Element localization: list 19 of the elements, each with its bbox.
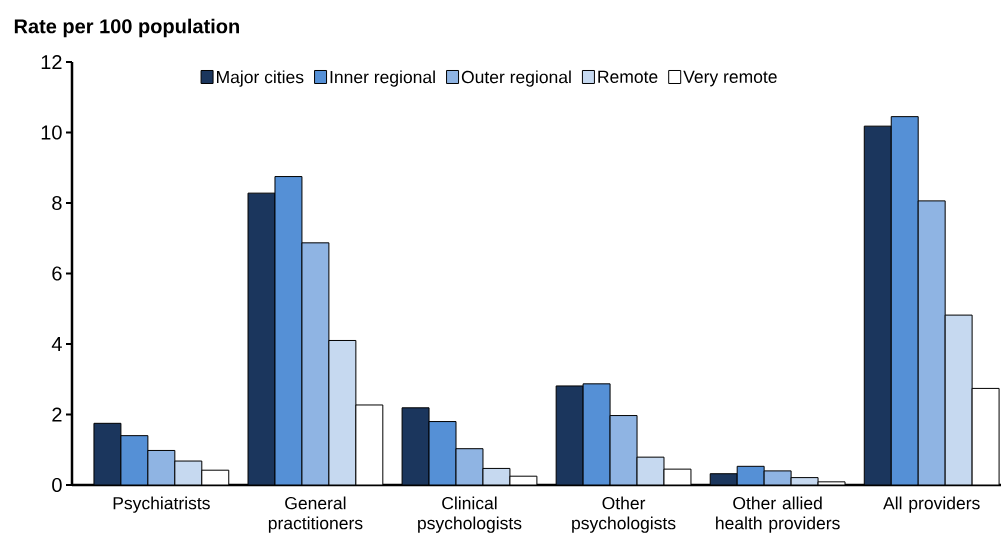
x-tick-label: Clinical psychologists <box>418 496 522 533</box>
y-tick-label: 6 <box>52 266 62 281</box>
x-tick-label: General practitioners <box>268 496 363 533</box>
x-tick-label: Other psychologists <box>572 496 676 533</box>
legend-label: Major cities <box>217 70 304 87</box>
legend-label: Very remote <box>683 70 777 87</box>
legend-label: Inner regional <box>330 70 435 87</box>
y-tick-label: 8 <box>52 195 62 211</box>
x-tick-label: Psychiatrists <box>113 496 210 513</box>
y-tick-label: 4 <box>51 337 62 351</box>
x-tick-label: All providers <box>883 496 980 513</box>
legend-label: Remote <box>598 70 658 83</box>
y-tick-label: 0 <box>52 477 62 493</box>
y-tick-label: 10 <box>41 125 62 140</box>
legend-label: Outer regional <box>461 70 571 87</box>
y-axis-title: Rate per 100 population <box>14 18 239 38</box>
y-tick-label: 12 <box>41 55 62 69</box>
x-tick-label: Other allied health providers <box>716 496 840 533</box>
y-tick-label: 2 <box>52 407 62 422</box>
